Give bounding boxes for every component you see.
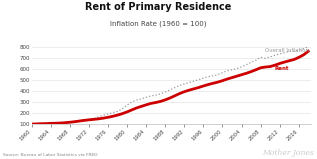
Text: Inflation Rate (1960 = 100): Inflation Rate (1960 = 100)	[110, 21, 207, 27]
Text: Rent of Primary Residence: Rent of Primary Residence	[85, 2, 232, 12]
Text: Mother Jones: Mother Jones	[262, 149, 314, 157]
Text: Source: Bureau of Labor Statistics via FRED: Source: Bureau of Labor Statistics via F…	[3, 153, 98, 157]
Text: Overall Inflation: Overall Inflation	[265, 48, 309, 53]
Text: Rent: Rent	[275, 66, 289, 71]
